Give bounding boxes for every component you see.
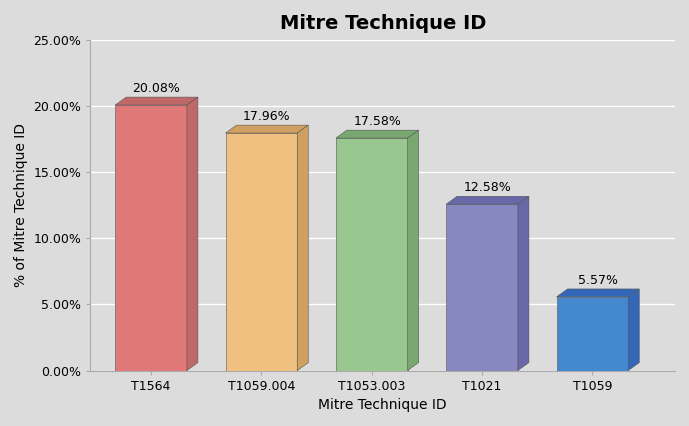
Polygon shape [115, 105, 187, 371]
Polygon shape [518, 196, 529, 371]
X-axis label: Mitre Technique ID: Mitre Technique ID [318, 398, 447, 412]
Polygon shape [336, 138, 408, 371]
Text: 17.58%: 17.58% [353, 115, 401, 128]
Y-axis label: % of Mitre Technique ID: % of Mitre Technique ID [14, 123, 28, 287]
Title: Mitre Technique ID: Mitre Technique ID [280, 14, 486, 33]
Text: 20.08%: 20.08% [132, 82, 181, 95]
Polygon shape [225, 125, 308, 133]
Polygon shape [297, 125, 308, 371]
Polygon shape [557, 289, 639, 297]
Polygon shape [225, 133, 297, 371]
Text: 5.57%: 5.57% [578, 274, 618, 287]
Polygon shape [628, 289, 639, 371]
Polygon shape [115, 97, 198, 105]
Polygon shape [557, 297, 628, 371]
Text: 17.96%: 17.96% [243, 110, 291, 123]
Text: 12.58%: 12.58% [464, 181, 511, 194]
Polygon shape [446, 196, 529, 204]
Polygon shape [187, 97, 198, 371]
Polygon shape [408, 130, 419, 371]
Polygon shape [446, 204, 518, 371]
Polygon shape [336, 130, 419, 138]
